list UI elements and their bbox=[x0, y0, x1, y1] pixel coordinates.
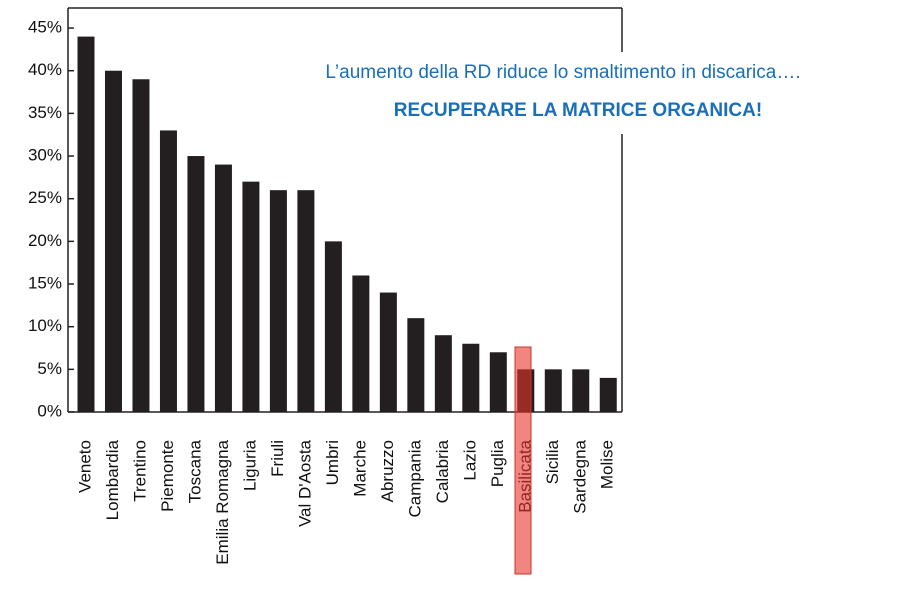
bar bbox=[544, 369, 562, 412]
x-tick-label: Lombardia bbox=[103, 439, 122, 520]
x-tick-label: Veneto bbox=[75, 440, 94, 493]
y-tick-label: 25% bbox=[28, 188, 62, 207]
x-tick-label: Friuli bbox=[268, 440, 287, 477]
x-tick-label: Sicilia bbox=[543, 439, 562, 484]
bar bbox=[269, 190, 287, 412]
x-tick-label: Piemonte bbox=[158, 440, 177, 512]
y-tick-label: 0% bbox=[37, 401, 62, 420]
annotation: L’aumento della RD riduce lo smaltimento… bbox=[325, 62, 800, 83]
x-tick-label: Trentino bbox=[130, 440, 149, 502]
x-tick-label: Lazio bbox=[460, 440, 479, 481]
x-tick-label: Liguria bbox=[240, 439, 259, 491]
bar bbox=[297, 190, 315, 412]
y-tick-label: 15% bbox=[28, 274, 62, 293]
bar bbox=[159, 130, 177, 412]
annotation-background bbox=[246, 52, 886, 134]
annotation: RECUPERARE LA MATRICE ORGANICA! bbox=[394, 100, 762, 121]
bar bbox=[599, 377, 617, 412]
bar bbox=[352, 275, 370, 412]
bar bbox=[132, 79, 150, 413]
bar bbox=[214, 164, 232, 412]
x-tick-label: Val D'Aosta bbox=[295, 439, 314, 527]
x-tick-label: Emilia Romagna bbox=[213, 439, 232, 564]
bar bbox=[324, 241, 342, 412]
bar bbox=[379, 292, 397, 412]
y-tick-label: 45% bbox=[28, 18, 62, 37]
y-tick-label: 20% bbox=[28, 231, 62, 250]
bar bbox=[104, 70, 122, 413]
x-tick-label: Marche bbox=[350, 440, 369, 497]
x-tick-label: Campania bbox=[405, 439, 424, 517]
x-tick-label: Calabria bbox=[433, 439, 452, 503]
bar bbox=[434, 335, 452, 412]
x-tick-label: Umbri bbox=[323, 440, 342, 485]
y-tick-label: 35% bbox=[28, 103, 62, 122]
y-tick-label: 40% bbox=[28, 60, 62, 79]
x-tick-label: Sardegna bbox=[570, 439, 589, 513]
bar bbox=[77, 36, 95, 413]
bar bbox=[187, 156, 205, 412]
bar bbox=[407, 318, 425, 412]
x-tick-label: Puglia bbox=[488, 439, 507, 487]
bar bbox=[572, 369, 590, 412]
bar bbox=[242, 181, 260, 412]
bar bbox=[462, 343, 480, 412]
y-tick-label: 10% bbox=[28, 316, 62, 335]
plot-frame: 0% 5% 10% 15% 20% 25% 30% 35% 40% 45% Veneto Lombar… bbox=[28, 7, 623, 565]
y-tick-label: 30% bbox=[28, 146, 62, 165]
bar bbox=[489, 352, 507, 412]
y-tick-label: 5% bbox=[37, 359, 62, 378]
x-tick-label: Molise bbox=[598, 440, 617, 489]
bars bbox=[77, 36, 617, 413]
highlight-box bbox=[514, 346, 532, 575]
x-tick-label: Toscana bbox=[185, 439, 204, 503]
x-tick-label: Abruzzo bbox=[378, 440, 397, 502]
